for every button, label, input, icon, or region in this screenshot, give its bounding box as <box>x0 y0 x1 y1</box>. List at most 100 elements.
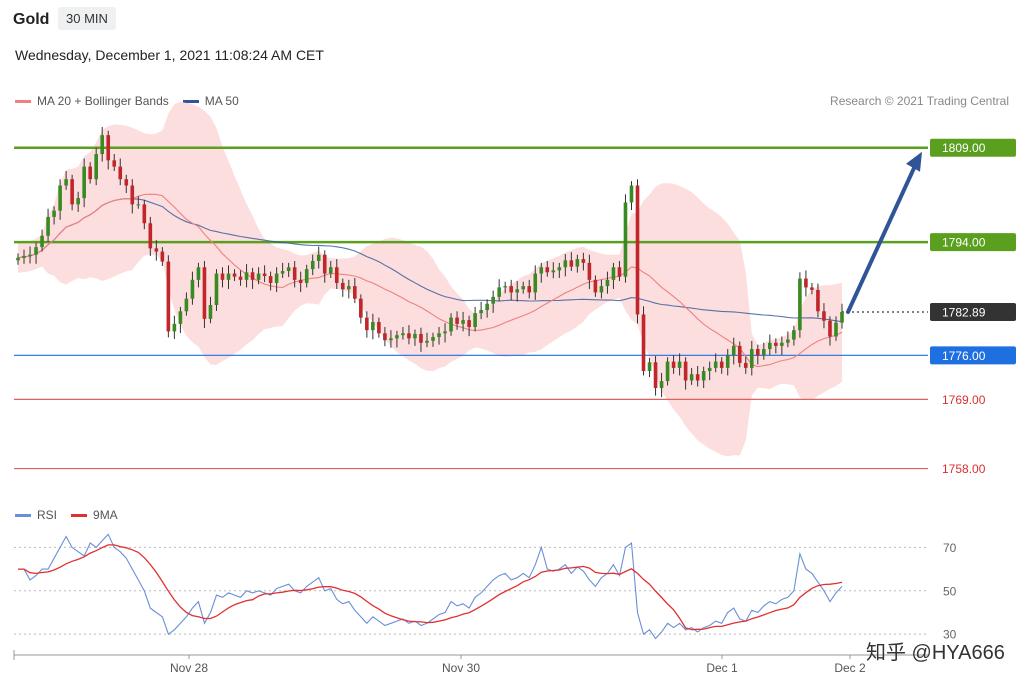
candle-body <box>70 179 74 205</box>
candle-body <box>58 185 62 211</box>
candle-body <box>455 317 459 324</box>
legend-item-9ma: 9MA <box>71 508 118 522</box>
candle-body <box>220 273 225 280</box>
candle-body <box>88 166 92 180</box>
candle-body <box>310 260 315 270</box>
candle-body <box>581 259 586 263</box>
candle-body <box>593 279 598 293</box>
candle-body <box>232 273 237 277</box>
chart-header: Gold 30 MIN <box>0 0 1018 40</box>
candle-body <box>316 254 321 261</box>
candle-body <box>683 361 688 381</box>
candle-body <box>828 320 832 337</box>
candle-body <box>268 276 273 283</box>
candle-body <box>792 330 796 340</box>
candle-body <box>503 286 507 288</box>
candle-body <box>689 374 694 381</box>
candle-body <box>521 286 526 290</box>
candle-body <box>395 335 399 339</box>
candle-body <box>443 331 447 334</box>
candle-body <box>695 374 700 381</box>
candle-body <box>196 267 201 280</box>
x-tick-label: Dec 1 <box>706 661 738 675</box>
candle-body <box>731 345 736 356</box>
x-tick-label: Nov 30 <box>442 661 480 675</box>
current-price-label: 1782.89 <box>942 305 986 319</box>
ma50-swatch <box>182 99 199 103</box>
rsi-level-label-70: 70 <box>943 541 957 555</box>
candle-body <box>551 270 556 273</box>
candle-body <box>623 202 628 277</box>
candle-body <box>262 273 267 277</box>
ma9-swatch <box>71 513 88 517</box>
interval-badge[interactable]: 30 MIN <box>58 7 116 30</box>
candle-body <box>798 278 802 331</box>
candle-body <box>280 271 285 274</box>
legend-item-rsi: RSI <box>15 508 57 522</box>
candle-body <box>557 267 562 271</box>
candle-body <box>780 342 784 346</box>
candle-body <box>599 286 604 293</box>
rsi-line <box>18 533 843 640</box>
candle-body <box>737 345 742 363</box>
candle-body <box>40 235 44 248</box>
candle-body <box>419 333 423 343</box>
candle-body <box>509 286 514 293</box>
candle-body <box>28 254 32 256</box>
candle-body <box>768 342 772 350</box>
candle-body <box>298 279 303 283</box>
rsi-legend-label: RSI <box>37 508 58 522</box>
candle-body <box>743 362 748 368</box>
ma50-line <box>17 198 843 323</box>
price-legend: MA 20 + Bollinger Bands MA 50 <box>15 94 253 108</box>
candle-body <box>810 287 814 290</box>
candle-body <box>346 286 351 290</box>
candle-body <box>701 371 706 381</box>
candle-body <box>22 255 26 258</box>
bollinger-band <box>18 101 842 457</box>
candle-body <box>629 185 634 203</box>
current-price-tag <box>930 302 1016 321</box>
candle-body <box>328 267 333 274</box>
level-label-1809.00: 1809.00 <box>942 141 986 155</box>
level-label-1769.00: 1769.00 <box>942 393 986 407</box>
candle-body <box>256 273 261 280</box>
candle-body <box>76 198 80 205</box>
candle-body <box>407 333 411 339</box>
level-tag-1776.00 <box>930 346 1016 365</box>
candle-body <box>533 273 538 293</box>
candle-body <box>725 355 730 368</box>
level-tag-1794.00 <box>930 233 1016 252</box>
candle-body <box>124 179 129 186</box>
candle-body <box>274 273 279 283</box>
candle-body <box>473 313 477 328</box>
rsi-legend: RSI 9MA <box>15 508 132 522</box>
candle-body <box>34 247 38 255</box>
target-arrow-head <box>906 151 922 172</box>
level-label-1794.00: 1794.00 <box>942 236 986 250</box>
candle-body <box>136 204 141 206</box>
candle-body <box>106 135 111 161</box>
candle-body <box>359 298 363 318</box>
candle-body <box>214 273 219 305</box>
candle-body <box>377 321 381 334</box>
candle-body <box>653 362 658 389</box>
candle-body <box>786 339 790 343</box>
candle-body <box>322 254 327 274</box>
candle-body <box>479 310 483 314</box>
instrument-title: Gold <box>13 11 50 28</box>
candle-body <box>659 381 664 389</box>
candle-body <box>641 314 646 372</box>
ma20-line <box>17 193 843 368</box>
candle-body <box>671 361 676 368</box>
candle-body <box>142 204 147 224</box>
candle-body <box>431 337 435 341</box>
candle-body <box>353 286 357 299</box>
candle-body <box>587 262 592 280</box>
x-tick-label: Dec 2 <box>834 661 866 675</box>
candle-body <box>160 251 165 262</box>
candle-body <box>611 267 616 280</box>
rsi-level-label-50: 50 <box>943 584 957 598</box>
candle-body <box>340 282 345 290</box>
candle-body <box>292 267 297 280</box>
